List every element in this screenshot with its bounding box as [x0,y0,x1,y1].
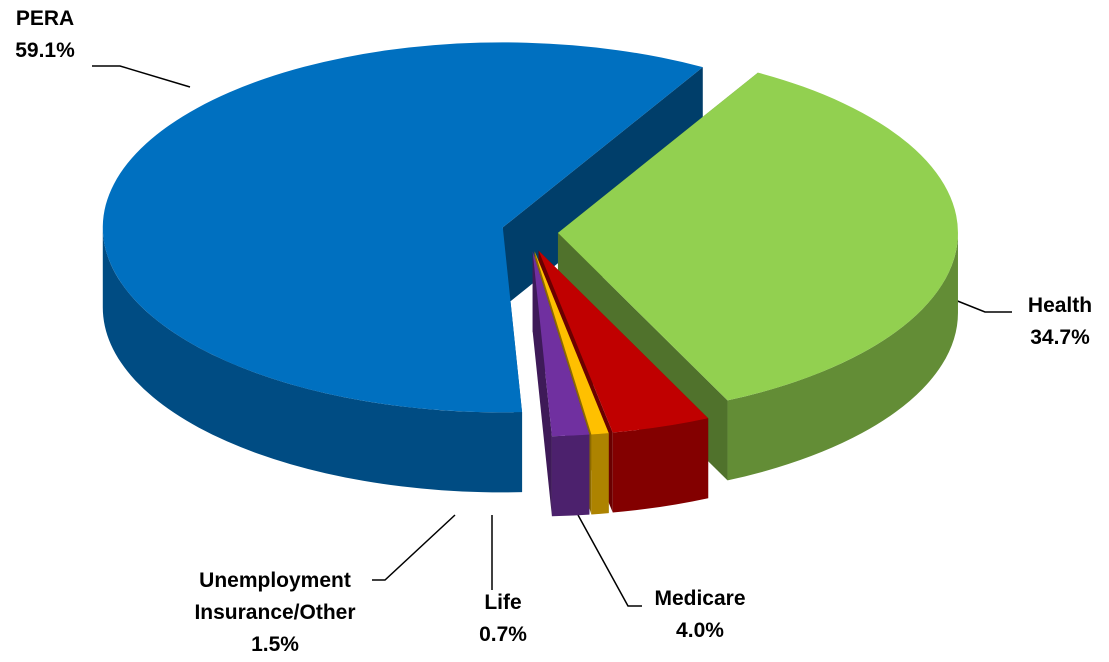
leader-line [372,514,456,581]
category-label: Unemployment Insurance/Other [194,569,356,624]
slice-top [532,251,590,437]
slice-top [534,251,609,435]
slice-rim [727,232,958,481]
category-label: Health [1027,294,1093,317]
data-label: Medicare 4.0% [654,583,745,647]
slice-side [532,251,552,517]
slice [532,251,590,517]
category-label: PERA [15,7,75,30]
value-label: 4.0% [676,619,724,642]
slices [102,42,958,517]
data-label: Life 0.7% [479,587,527,651]
data-label: Unemployment Insurance/Other 1.5% [165,565,385,661]
slice-side [502,67,703,308]
slice-rim [612,418,709,513]
slice-rim [591,433,609,515]
data-label: PERA 59.1% [15,3,75,67]
slice-rim [551,434,590,517]
value-label: 1.5% [251,633,299,656]
leader-line [577,514,642,607]
leader-line [92,65,191,88]
value-label: 0.7% [479,623,527,646]
category-label: Medicare [654,587,746,610]
value-label: 59.1% [15,39,75,62]
slice [102,42,703,493]
category-label: Life [484,591,522,614]
data-label: Health 34.7% [1028,290,1092,354]
leader-line [954,299,1012,313]
leader-lines [92,65,1012,607]
slice-rim [102,227,523,493]
slice-top [538,250,709,433]
slice-top [557,72,958,401]
slice-top [102,42,703,413]
value-label: 34.7% [1030,326,1090,349]
